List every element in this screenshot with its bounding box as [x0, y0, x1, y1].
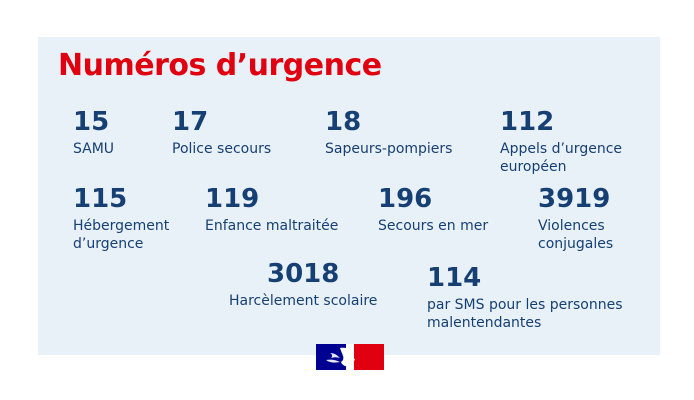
emergency-number: 3018	[267, 259, 340, 289]
emergency-number: 112	[500, 107, 555, 137]
emergency-entry-3919: 3919 Violences conjugales	[538, 185, 613, 253]
emergency-number: 114	[427, 263, 482, 293]
emergency-number: 115	[73, 184, 128, 214]
marianne-profile-icon	[326, 347, 355, 367]
emergency-number: 3919	[538, 184, 611, 214]
marianne-logo-icon	[316, 344, 384, 370]
emergency-entry-196: 196 Secours en mer	[378, 185, 488, 235]
emergency-label: Appels d’urgence européen	[500, 141, 623, 175]
emergency-label: Violences conjugales	[538, 218, 614, 252]
emergency-label: Secours en mer	[378, 218, 489, 234]
emergency-number: 18	[325, 107, 362, 137]
emergency-label: Police secours	[172, 141, 272, 157]
emergency-entry-17: 17 Police secours	[172, 108, 271, 158]
emergency-label: SAMU	[73, 141, 115, 157]
emergency-label: Harcèlement scolaire	[229, 293, 378, 309]
emergency-entry-112: 112 Appels d’urgence européen	[500, 108, 622, 176]
emergency-label: Sapeurs-pompiers	[325, 141, 453, 157]
emergency-entry-115: 115 Hébergement d’urgence	[73, 185, 169, 253]
emergency-number: 196	[378, 184, 433, 214]
emergency-label: Enfance maltraitée	[205, 218, 339, 234]
emergency-entry-114: 114 par SMS pour les personnes malentend…	[427, 264, 623, 332]
emergency-label: Hébergement d’urgence	[73, 218, 170, 252]
emergency-entry-15: 15 SAMU	[73, 108, 114, 158]
emergency-entry-119: 119 Enfance maltraitée	[205, 185, 338, 235]
page-title: Numéros d’urgence	[58, 48, 382, 83]
emergency-number: 119	[205, 184, 260, 214]
emergency-label: par SMS pour les personnes malentendante…	[427, 297, 623, 331]
emergency-entry-18: 18 Sapeurs-pompiers	[325, 108, 452, 158]
emergency-entry-3018: 3018 Harcèlement scolaire	[229, 260, 377, 310]
emergency-number: 15	[73, 107, 110, 137]
emergency-number: 17	[172, 107, 209, 137]
emergency-numbers-card	[38, 37, 660, 355]
